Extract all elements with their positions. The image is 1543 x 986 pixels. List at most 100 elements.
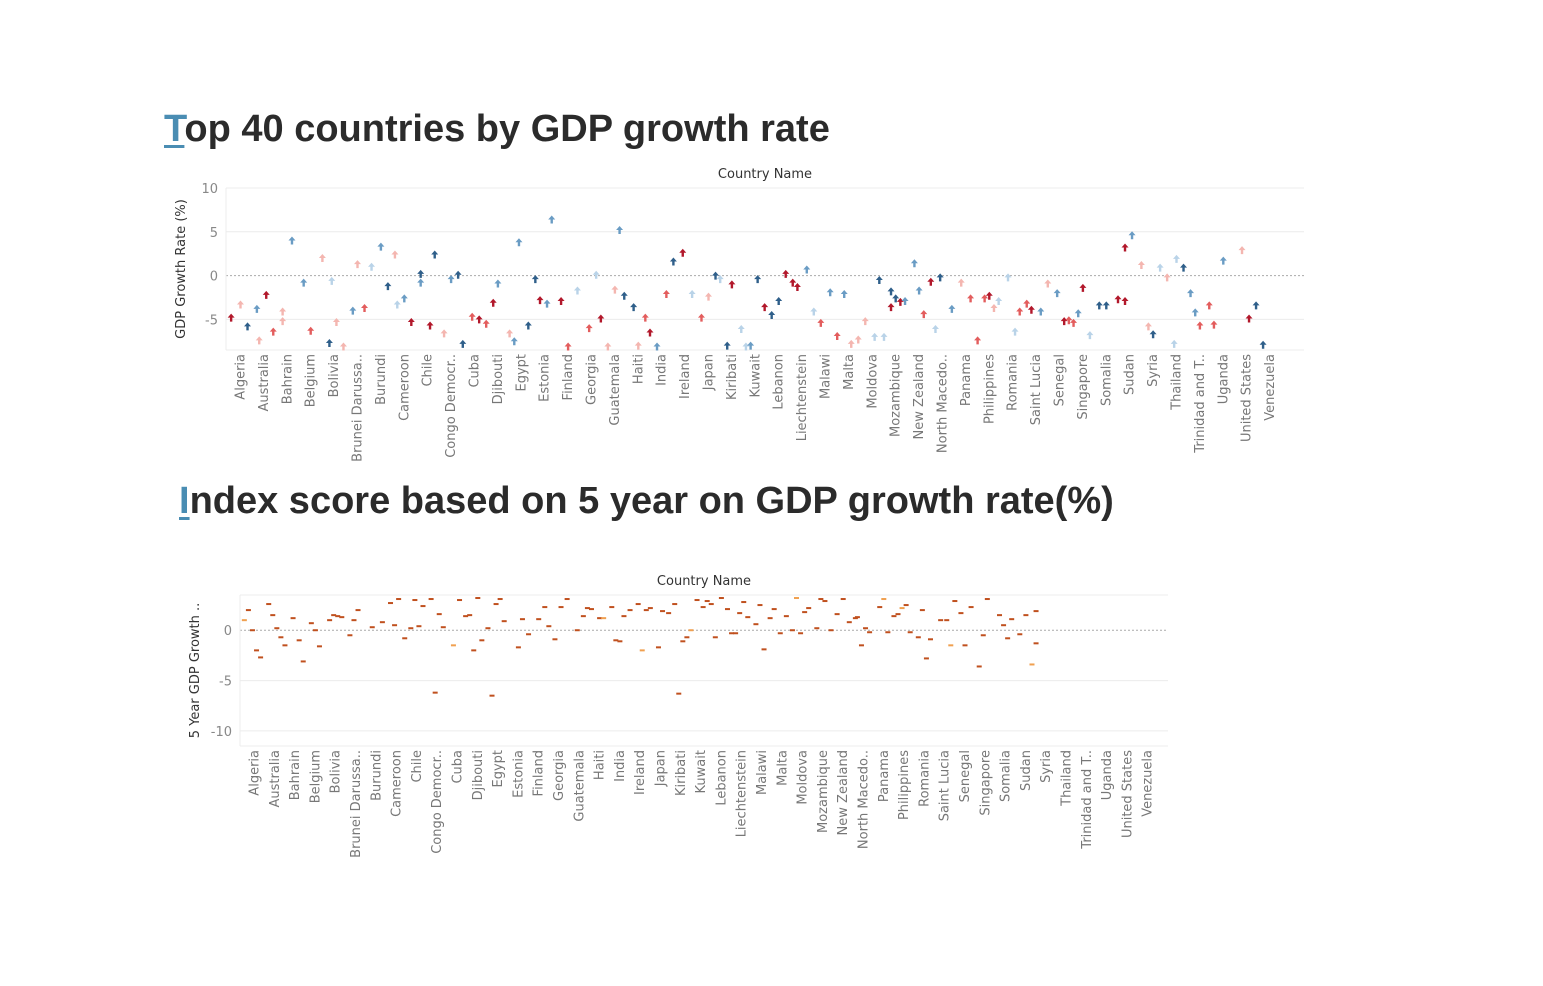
bottom-data-point [475, 597, 481, 600]
top-category-label: Syria [1146, 354, 1161, 387]
top-data-point [747, 341, 755, 350]
bottom-data-point [542, 606, 548, 609]
bottom-data-point [733, 632, 739, 635]
bottom-data-point [254, 649, 260, 652]
top-data-point [1187, 289, 1195, 298]
bottom-data-point [724, 608, 730, 611]
bottom-data-point [1009, 618, 1015, 621]
bottom-data-point [552, 638, 558, 641]
top-data-point [332, 317, 340, 326]
top-data-point [901, 296, 909, 305]
top-category-label: Venezuela [1263, 354, 1278, 421]
top-category-label: Chile [421, 354, 436, 387]
bottom-data-point [245, 609, 251, 612]
top-data-point [393, 300, 401, 309]
bottom-data-point [564, 598, 570, 601]
top-data-point [1011, 327, 1019, 336]
top-data-point [896, 297, 904, 306]
bottom-data-point [580, 615, 586, 618]
bottom-data-point [729, 632, 735, 635]
top-data-point [1053, 289, 1061, 298]
top-category-label: Haiti [631, 354, 646, 384]
top-category-label: Philippines [982, 354, 997, 424]
top-category-label: Bolivia [327, 354, 342, 397]
bottom-data-point [962, 644, 968, 647]
chart-title-top-initial: T [164, 108, 185, 150]
top-data-point [1180, 263, 1188, 272]
top-data-point [1121, 243, 1129, 252]
top-data-point [368, 262, 376, 271]
top-category-label: Malta [842, 354, 857, 390]
bottom-data-point [741, 601, 747, 604]
top-data-point [854, 335, 862, 344]
top-category-label: India [655, 354, 670, 386]
top-data-point [1191, 308, 1199, 317]
top-category-label: Kiribati [725, 354, 740, 400]
bottom-category-label: Kiribati [674, 750, 689, 796]
bottom-data-point [958, 612, 964, 615]
top-data-point [782, 269, 790, 278]
bottom-data-point [915, 636, 921, 639]
top-data-point [826, 288, 834, 297]
top-category-label: Romania [1006, 354, 1021, 411]
bottom-category-label: Djibouti [471, 750, 486, 800]
top-category-label: Burundi [374, 354, 389, 405]
bottom-data-point [828, 629, 834, 632]
chart-title-top: Top 40 countries by GDP growth rate [164, 108, 830, 151]
top-data-point [482, 319, 490, 328]
bottom-category-label: Ireland [633, 750, 648, 795]
bottom-data-point [351, 619, 357, 622]
bottom-data-point [339, 616, 345, 619]
top-data-point [641, 313, 649, 322]
top-data-point [915, 286, 923, 295]
top-data-point [688, 289, 696, 298]
top-data-point [543, 299, 551, 308]
bottom-data-point [694, 599, 700, 602]
bottom-data-point [767, 617, 773, 620]
top-data-point [475, 315, 483, 324]
top-category-label: Cuba [468, 354, 483, 388]
bottom-data-point [489, 694, 495, 697]
bottom-data-point [1017, 633, 1023, 636]
top-data-point [1245, 314, 1253, 323]
top-data-point [1102, 301, 1110, 310]
bottom-data-point [312, 629, 318, 632]
top-data-point [761, 303, 769, 312]
bottom-data-point [558, 606, 564, 609]
top-data-point [604, 342, 612, 351]
bottom-data-point [436, 613, 442, 616]
bottom-category-label: Thailand [1060, 750, 1075, 807]
top-data-point [384, 282, 392, 291]
top-data-point [564, 342, 572, 351]
bottom-data-point [278, 636, 284, 639]
top-data-point [1121, 296, 1129, 305]
top-data-point [847, 339, 855, 348]
bottom-data-point [1033, 642, 1039, 645]
bottom-data-point [814, 627, 820, 630]
top-data-point [328, 276, 336, 285]
bottom-category-label: Chile [410, 750, 425, 783]
bottom-data-point [666, 612, 672, 615]
bottom-category-label: Haiti [593, 750, 608, 780]
bottom-category-label: Panama [877, 750, 892, 802]
top-data-point [1086, 331, 1094, 340]
bottom-data-point [818, 598, 824, 601]
top-category-label: Moldova [865, 354, 880, 409]
bottom-data-point [416, 625, 422, 628]
bottom-category-label: North Macedo.. [857, 750, 872, 849]
bottom-data-point [1005, 637, 1011, 640]
bottom-data-point [428, 598, 434, 601]
top-data-point [1074, 309, 1082, 318]
bottom-data-point [798, 632, 804, 635]
top-data-point [981, 294, 989, 303]
bottom-category-label: New Zealand [836, 750, 851, 835]
top-data-point [548, 215, 556, 224]
bottom-data-point [316, 645, 322, 648]
top-data-point [1016, 307, 1024, 316]
top-data-point [737, 324, 745, 333]
bottom-data-point [919, 609, 925, 612]
top-y-tick-label: -5 [205, 313, 218, 328]
top-category-label: Trinidad and T.. [1193, 354, 1208, 454]
top-data-point [887, 303, 895, 312]
bottom-data-point [258, 656, 264, 659]
